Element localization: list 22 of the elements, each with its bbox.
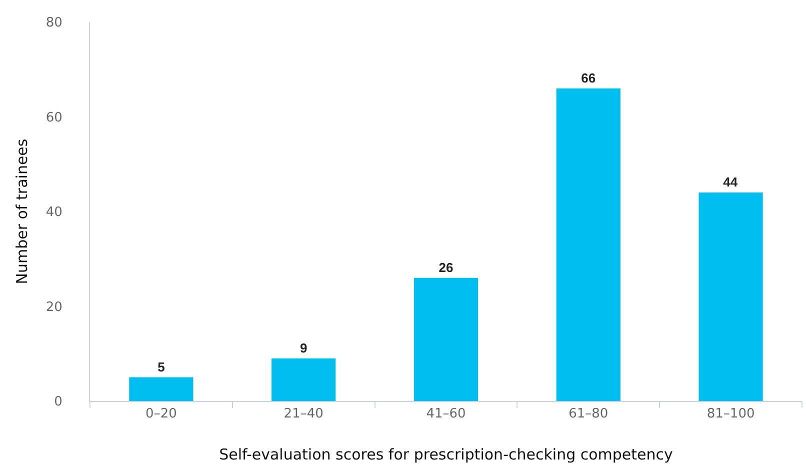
y-tick-label: 60	[46, 110, 62, 126]
y-tick-label: 40	[46, 205, 62, 220]
bar	[556, 88, 620, 401]
y-tick-label: 80	[46, 16, 62, 31]
x-tick-label: 61–80	[568, 406, 608, 422]
data-label: 44	[723, 174, 738, 190]
data-label: 5	[158, 359, 165, 374]
y-tick-label: 20	[46, 300, 62, 315]
x-axis-title: Self-evaluation scores for prescription-checking competency	[219, 446, 674, 464]
x-tick-label: 0–20	[146, 406, 177, 422]
x-tick-label: 21–40	[284, 406, 324, 422]
data-label: 26	[438, 260, 454, 275]
bar	[698, 192, 763, 401]
data-label: 66	[581, 70, 596, 86]
x-tick-label: 41–60	[426, 406, 466, 422]
y-axis-title: Number of trainees	[13, 138, 32, 284]
x-tick-label: 81–100	[706, 406, 755, 422]
bar	[414, 278, 478, 401]
bar	[272, 358, 336, 401]
y-tick-label: 0	[54, 394, 62, 410]
data-label: 9	[300, 340, 308, 356]
bar	[129, 377, 194, 401]
